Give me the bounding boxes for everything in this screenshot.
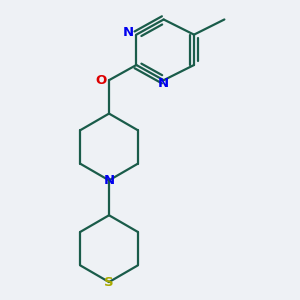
Text: S: S xyxy=(104,275,114,289)
Text: N: N xyxy=(123,26,134,39)
Text: N: N xyxy=(158,77,169,90)
Text: N: N xyxy=(103,174,115,187)
Text: O: O xyxy=(96,74,107,87)
